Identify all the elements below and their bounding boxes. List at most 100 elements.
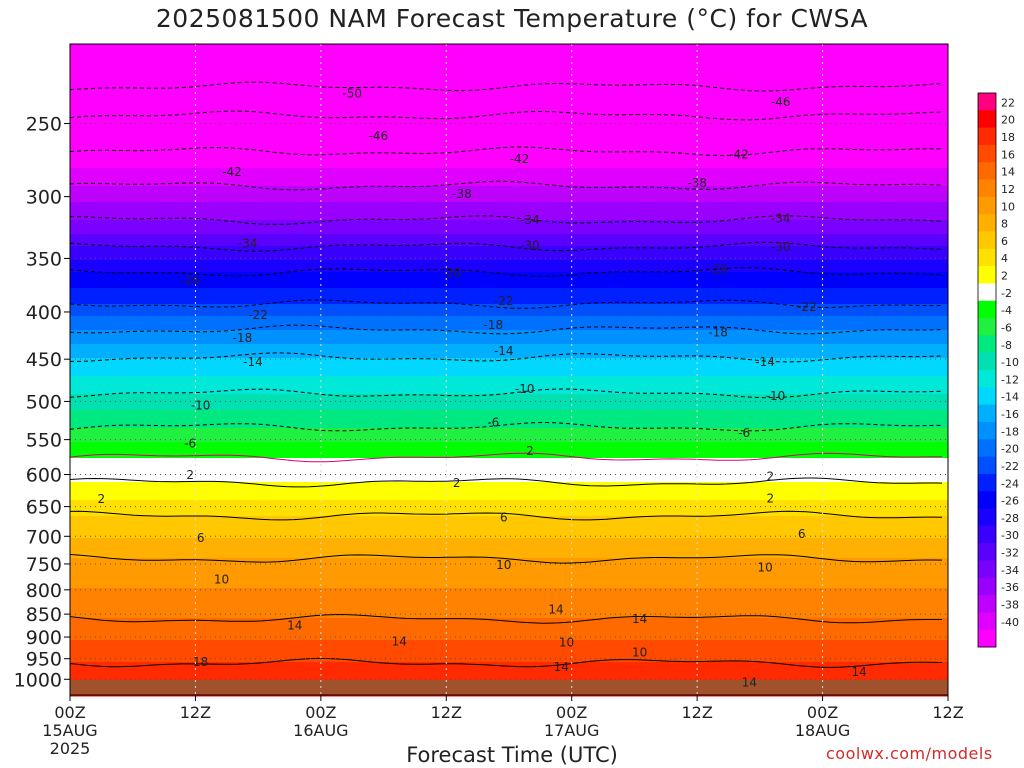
- credit-text: coolwx.com/models: [826, 744, 993, 763]
- temperature-band: [70, 54, 948, 57]
- isotherm-line: [69, 452, 942, 463]
- temperature-band: [70, 286, 948, 289]
- temperature-band: [70, 144, 948, 147]
- temperature-band: [70, 142, 948, 145]
- contour-label: -10: [766, 389, 786, 403]
- contour-label: 14: [392, 634, 407, 648]
- temperature-band: [70, 524, 948, 527]
- temperature-band: [70, 150, 948, 153]
- temperature-band: [70, 676, 948, 679]
- temperature-band: [70, 68, 948, 71]
- temperature-band: [70, 506, 948, 509]
- temperature-band: [70, 440, 948, 443]
- temperature-band: [70, 204, 948, 207]
- temperature-band: [70, 594, 948, 597]
- y-tick-label: 850: [26, 604, 62, 626]
- contour-label: 10: [496, 558, 511, 572]
- temperature-band: [70, 612, 948, 615]
- colorbar-label: -40: [1001, 616, 1019, 629]
- colorbar-label: -12: [1001, 373, 1019, 386]
- colorbar-label: 20: [1001, 114, 1015, 127]
- contour-label: -46: [771, 95, 791, 109]
- temperature-band: [70, 328, 948, 331]
- colorbar-label: -38: [1001, 598, 1019, 611]
- temperature-band: [70, 464, 948, 467]
- contour-label: -46: [369, 129, 389, 143]
- temperature-band: [70, 588, 948, 591]
- temperature-band: [70, 604, 948, 607]
- temperature-band: [70, 164, 948, 167]
- colorbar-label: -16: [1001, 408, 1019, 421]
- temperature-band: [70, 608, 948, 611]
- temperature-band: [70, 92, 948, 95]
- temperature-band: [70, 78, 948, 81]
- contour-label: -34: [238, 236, 258, 250]
- temperature-band: [70, 264, 948, 267]
- contour-label: 14: [632, 612, 647, 626]
- temperature-band: [70, 228, 948, 231]
- temperature-band: [70, 88, 948, 91]
- temperature-band: [70, 320, 948, 323]
- colorbar-label: -24: [1001, 477, 1019, 490]
- contour-label: 14: [287, 619, 302, 633]
- temperature-band: [70, 622, 948, 625]
- temperature-band: [70, 230, 948, 233]
- contour-label: -14: [243, 355, 263, 369]
- y-tick-label: 650: [26, 497, 62, 519]
- contour-label: 6: [798, 527, 806, 541]
- temperature-band: [70, 184, 948, 187]
- contour-label: 2: [766, 491, 774, 505]
- temperature-band: [70, 300, 948, 303]
- contour-label: -22: [494, 294, 514, 308]
- colorbar-swatch: [978, 629, 996, 648]
- temperature-band: [70, 518, 948, 521]
- temperature-band: [70, 314, 948, 317]
- temperature-band: [70, 260, 948, 263]
- colorbar-swatch: [978, 560, 996, 579]
- temperature-band: [70, 56, 948, 59]
- colorbar-label: 22: [1001, 96, 1015, 109]
- colorbar-label: -22: [1001, 460, 1019, 473]
- temperature-band: [70, 460, 948, 463]
- temperature-band: [70, 278, 948, 281]
- colorbar-label: -6: [1001, 321, 1012, 334]
- temperature-band: [70, 504, 948, 507]
- temperature-band: [70, 640, 948, 643]
- isotherm-line: [69, 421, 943, 432]
- temperature-band: [70, 552, 948, 555]
- contour-label: -26: [180, 274, 200, 288]
- colorbar-swatch: [978, 612, 996, 631]
- temperature-band: [70, 62, 948, 65]
- temperature-band: [70, 386, 948, 389]
- temperature-band: [70, 244, 948, 247]
- temperature-band: [70, 166, 948, 169]
- y-tick-label: 700: [26, 526, 62, 548]
- temperature-band: [70, 546, 948, 549]
- temperature-band: [70, 406, 948, 409]
- temperature-band: [70, 498, 948, 501]
- temperature-band: [70, 94, 948, 97]
- temperature-band: [70, 516, 948, 519]
- temperature-band: [70, 348, 948, 351]
- temperature-band: [70, 418, 948, 421]
- temperature-band: [70, 140, 948, 143]
- temperature-band: [70, 368, 948, 371]
- temperature-band: [70, 400, 948, 403]
- temperature-band: [70, 650, 948, 653]
- contour-label: 10: [632, 645, 647, 659]
- temperature-band: [70, 600, 948, 603]
- temperature-band: [70, 200, 948, 203]
- temperature-band: [70, 214, 948, 217]
- temperature-band: [70, 468, 948, 471]
- colorbar-swatch: [978, 179, 996, 198]
- colorbar-swatch: [978, 352, 996, 371]
- temperature-band: [70, 248, 948, 251]
- y-tick-label: 500: [26, 391, 62, 413]
- temperature-band: [70, 104, 948, 107]
- temperature-band: [70, 634, 948, 637]
- temperature-band: [70, 316, 948, 319]
- temperature-band: [70, 318, 948, 321]
- temperature-band: [70, 556, 948, 559]
- temperature-band: [70, 586, 948, 589]
- temperature-band: [70, 112, 948, 115]
